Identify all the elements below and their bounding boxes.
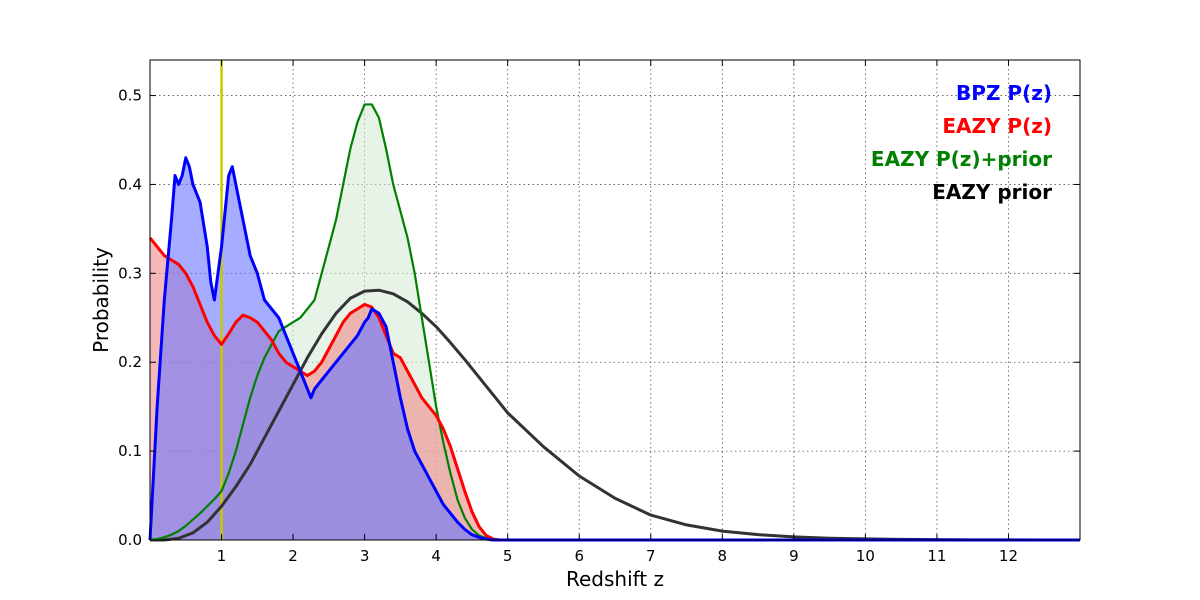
y-tick-label: 0.3 [118, 264, 142, 282]
x-tick-label: 6 [574, 547, 584, 565]
plot-frame [149, 59, 1081, 541]
legend: BPZ P(z) EAZY P(z) EAZY P(z)+prior EAZY pri… [871, 81, 1052, 204]
x-tick-label: 9 [789, 547, 799, 565]
x-axis-label: Redshift z [566, 567, 664, 591]
legend-entry: EAZY P(z) [942, 114, 1052, 138]
y-tick-label: 0.2 [118, 353, 142, 371]
x-tick-label: 10 [856, 547, 875, 565]
x-tick-label: 3 [360, 547, 370, 565]
series-line-2 [149, 103, 1080, 542]
series-line-0 [148, 156, 1080, 542]
series-fill-0 [150, 157, 1080, 540]
series-lines [148, 103, 1080, 542]
legend-entry: EAZY prior [932, 180, 1052, 204]
ticks: 1 2 3 4 5 6 7 8 9 10 11 120.00.10.20.30.40.5 [118, 60, 1080, 565]
y-tick-label: 0.1 [118, 442, 142, 460]
y-axis-label: Probability [89, 247, 113, 353]
x-tick-label: 12 [999, 547, 1018, 565]
legend-entry: BPZ P(z) [956, 81, 1052, 105]
series-line-3 [150, 288, 1080, 542]
series-fills [150, 104, 1080, 540]
legend-entry: EAZY P(z)+prior [871, 147, 1052, 171]
y-tick-label: 0.5 [118, 87, 142, 105]
x-tick-label: 5 [503, 547, 513, 565]
x-tick-label: 1 [217, 547, 227, 565]
x-tick-label: 8 [718, 547, 728, 565]
y-tick-label: 0.0 [118, 531, 142, 549]
x-tick-label: 4 [431, 547, 441, 565]
y-tick-label: 0.4 [118, 175, 142, 193]
grid [150, 60, 1080, 540]
x-tick-label: 7 [646, 547, 656, 565]
x-tick-label: 2 [288, 547, 298, 565]
x-tick-label: 11 [927, 547, 946, 565]
series-line-1 [148, 236, 1080, 542]
